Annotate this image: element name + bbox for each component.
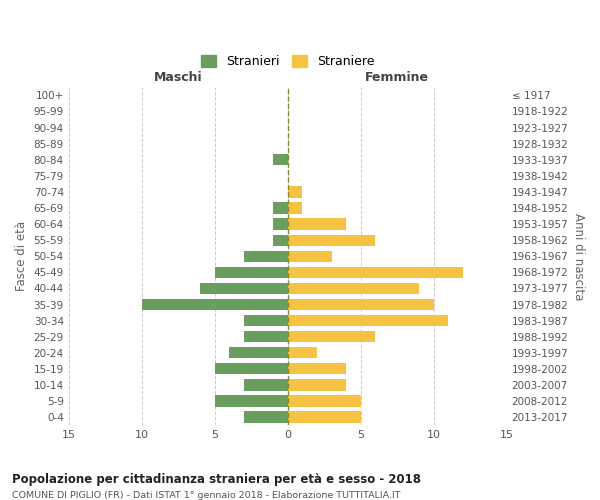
- Bar: [244, 250, 287, 262]
- Bar: [287, 299, 434, 310]
- Bar: [287, 380, 346, 390]
- Bar: [244, 331, 287, 342]
- Bar: [287, 347, 317, 358]
- Bar: [215, 266, 287, 278]
- Bar: [287, 218, 346, 230]
- Text: Maschi: Maschi: [154, 71, 202, 84]
- Bar: [273, 154, 287, 166]
- Bar: [244, 412, 287, 422]
- Text: COMUNE DI PIGLIO (FR) - Dati ISTAT 1° gennaio 2018 - Elaborazione TUTTITALIA.IT: COMUNE DI PIGLIO (FR) - Dati ISTAT 1° ge…: [12, 491, 401, 500]
- Bar: [244, 315, 287, 326]
- Bar: [287, 363, 346, 374]
- Bar: [287, 266, 463, 278]
- Text: Femmine: Femmine: [365, 71, 429, 84]
- Bar: [273, 234, 287, 246]
- Bar: [287, 283, 419, 294]
- Bar: [273, 202, 287, 213]
- Bar: [273, 218, 287, 230]
- Bar: [287, 412, 361, 422]
- Bar: [142, 299, 287, 310]
- Bar: [244, 380, 287, 390]
- Bar: [200, 283, 287, 294]
- Legend: Stranieri, Straniere: Stranieri, Straniere: [196, 50, 379, 73]
- Bar: [215, 363, 287, 374]
- Bar: [287, 396, 361, 406]
- Y-axis label: Fasce di età: Fasce di età: [15, 221, 28, 292]
- Bar: [287, 331, 376, 342]
- Bar: [229, 347, 287, 358]
- Bar: [287, 250, 331, 262]
- Bar: [287, 315, 448, 326]
- Bar: [287, 202, 302, 213]
- Bar: [287, 186, 302, 198]
- Bar: [287, 234, 376, 246]
- Text: Popolazione per cittadinanza straniera per età e sesso - 2018: Popolazione per cittadinanza straniera p…: [12, 472, 421, 486]
- Y-axis label: Anni di nascita: Anni di nascita: [572, 212, 585, 300]
- Bar: [215, 396, 287, 406]
